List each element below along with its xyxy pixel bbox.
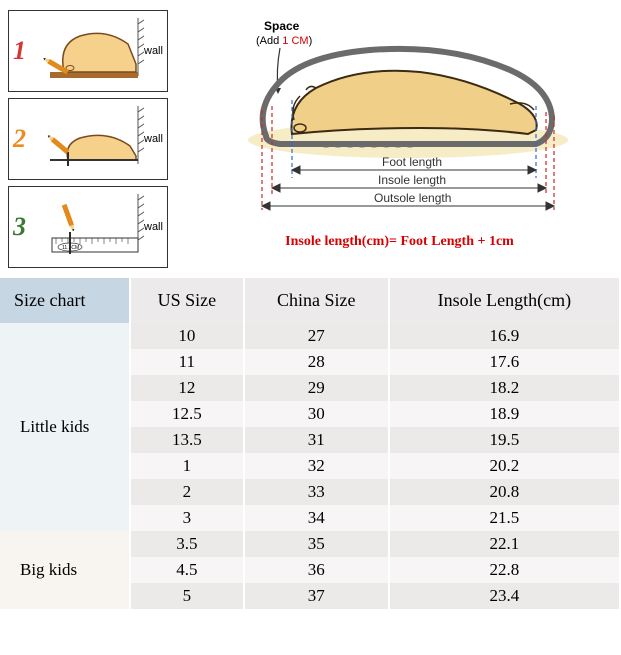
size-cell: 11 [130, 349, 244, 375]
foot-diagram-svg: Space (Add 1 CM) [220, 10, 580, 230]
svg-text:Insole length: Insole length [378, 173, 446, 187]
step-3: 3 11.5CM [8, 186, 168, 268]
header-size-chart: Size chart [0, 278, 130, 323]
table-row: Little kids102716.9 [0, 323, 620, 349]
size-cell: 33 [244, 479, 389, 505]
step-3-number: 3 [13, 212, 33, 242]
measurement-steps: 1 wall 2 [8, 10, 168, 268]
size-cell: 34 [244, 505, 389, 531]
table-row: Big kids3.53522.1 [0, 531, 620, 557]
size-cell: 1 [130, 453, 244, 479]
svg-text:wall: wall [143, 133, 163, 145]
size-cell: 29 [244, 375, 389, 401]
size-cell: 35 [244, 531, 389, 557]
size-cell: 31 [244, 427, 389, 453]
size-cell: 20.8 [389, 479, 620, 505]
size-cell: 10 [130, 323, 244, 349]
step-2-number: 2 [13, 124, 33, 154]
size-cell: 4.5 [130, 557, 244, 583]
step-1: 1 wall [8, 10, 168, 92]
step-1-number: 1 [13, 36, 33, 66]
size-cell: 20.2 [389, 453, 620, 479]
size-cell: 32 [244, 453, 389, 479]
size-cell: 23.4 [389, 583, 620, 609]
step-2: 2 wall [8, 98, 168, 180]
svg-text:wall: wall [143, 45, 163, 57]
size-cell: 27 [244, 323, 389, 349]
foot-diagram: Space (Add 1 CM) [186, 10, 613, 268]
size-cell: 3 [130, 505, 244, 531]
svg-text:Space: Space [264, 19, 300, 33]
guide-top: 1 wall 2 [0, 0, 621, 268]
svg-text:Outsole length: Outsole length [374, 191, 451, 205]
size-cell: 5 [130, 583, 244, 609]
step-1-illustration: wall [37, 14, 163, 88]
header-insole: Insole Length(cm) [389, 278, 620, 323]
size-cell: 22.8 [389, 557, 620, 583]
size-cell: 30 [244, 401, 389, 427]
size-cell: 13.5 [130, 427, 244, 453]
size-cell: 17.6 [389, 349, 620, 375]
header-china: China Size [244, 278, 389, 323]
size-chart-table: Size chart US Size China Size Insole Len… [0, 278, 621, 609]
svg-text:(Add 1 CM): (Add 1 CM) [256, 35, 312, 47]
size-cell: 16.9 [389, 323, 620, 349]
size-cell: 3.5 [130, 531, 244, 557]
step-2-illustration: wall [37, 102, 163, 176]
size-cell: 22.1 [389, 531, 620, 557]
category-cell: Little kids [0, 323, 130, 531]
size-cell: 36 [244, 557, 389, 583]
size-cell: 19.5 [389, 427, 620, 453]
category-cell: Big kids [0, 531, 130, 609]
size-cell: 18.2 [389, 375, 620, 401]
size-cell: 37 [244, 583, 389, 609]
svg-text:wall: wall [143, 221, 163, 233]
svg-text:Foot length: Foot length [382, 155, 442, 169]
size-cell: 28 [244, 349, 389, 375]
size-cell: 21.5 [389, 505, 620, 531]
size-cell: 2 [130, 479, 244, 505]
size-cell: 18.9 [389, 401, 620, 427]
size-chart-header-row: Size chart US Size China Size Insole Len… [0, 278, 620, 323]
size-cell: 12 [130, 375, 244, 401]
size-cell: 12.5 [130, 401, 244, 427]
header-us: US Size [130, 278, 244, 323]
insole-formula: Insole length(cm)= Foot Length + 1cm [285, 234, 514, 250]
step-3-illustration: 11.5CM wall [37, 190, 163, 264]
